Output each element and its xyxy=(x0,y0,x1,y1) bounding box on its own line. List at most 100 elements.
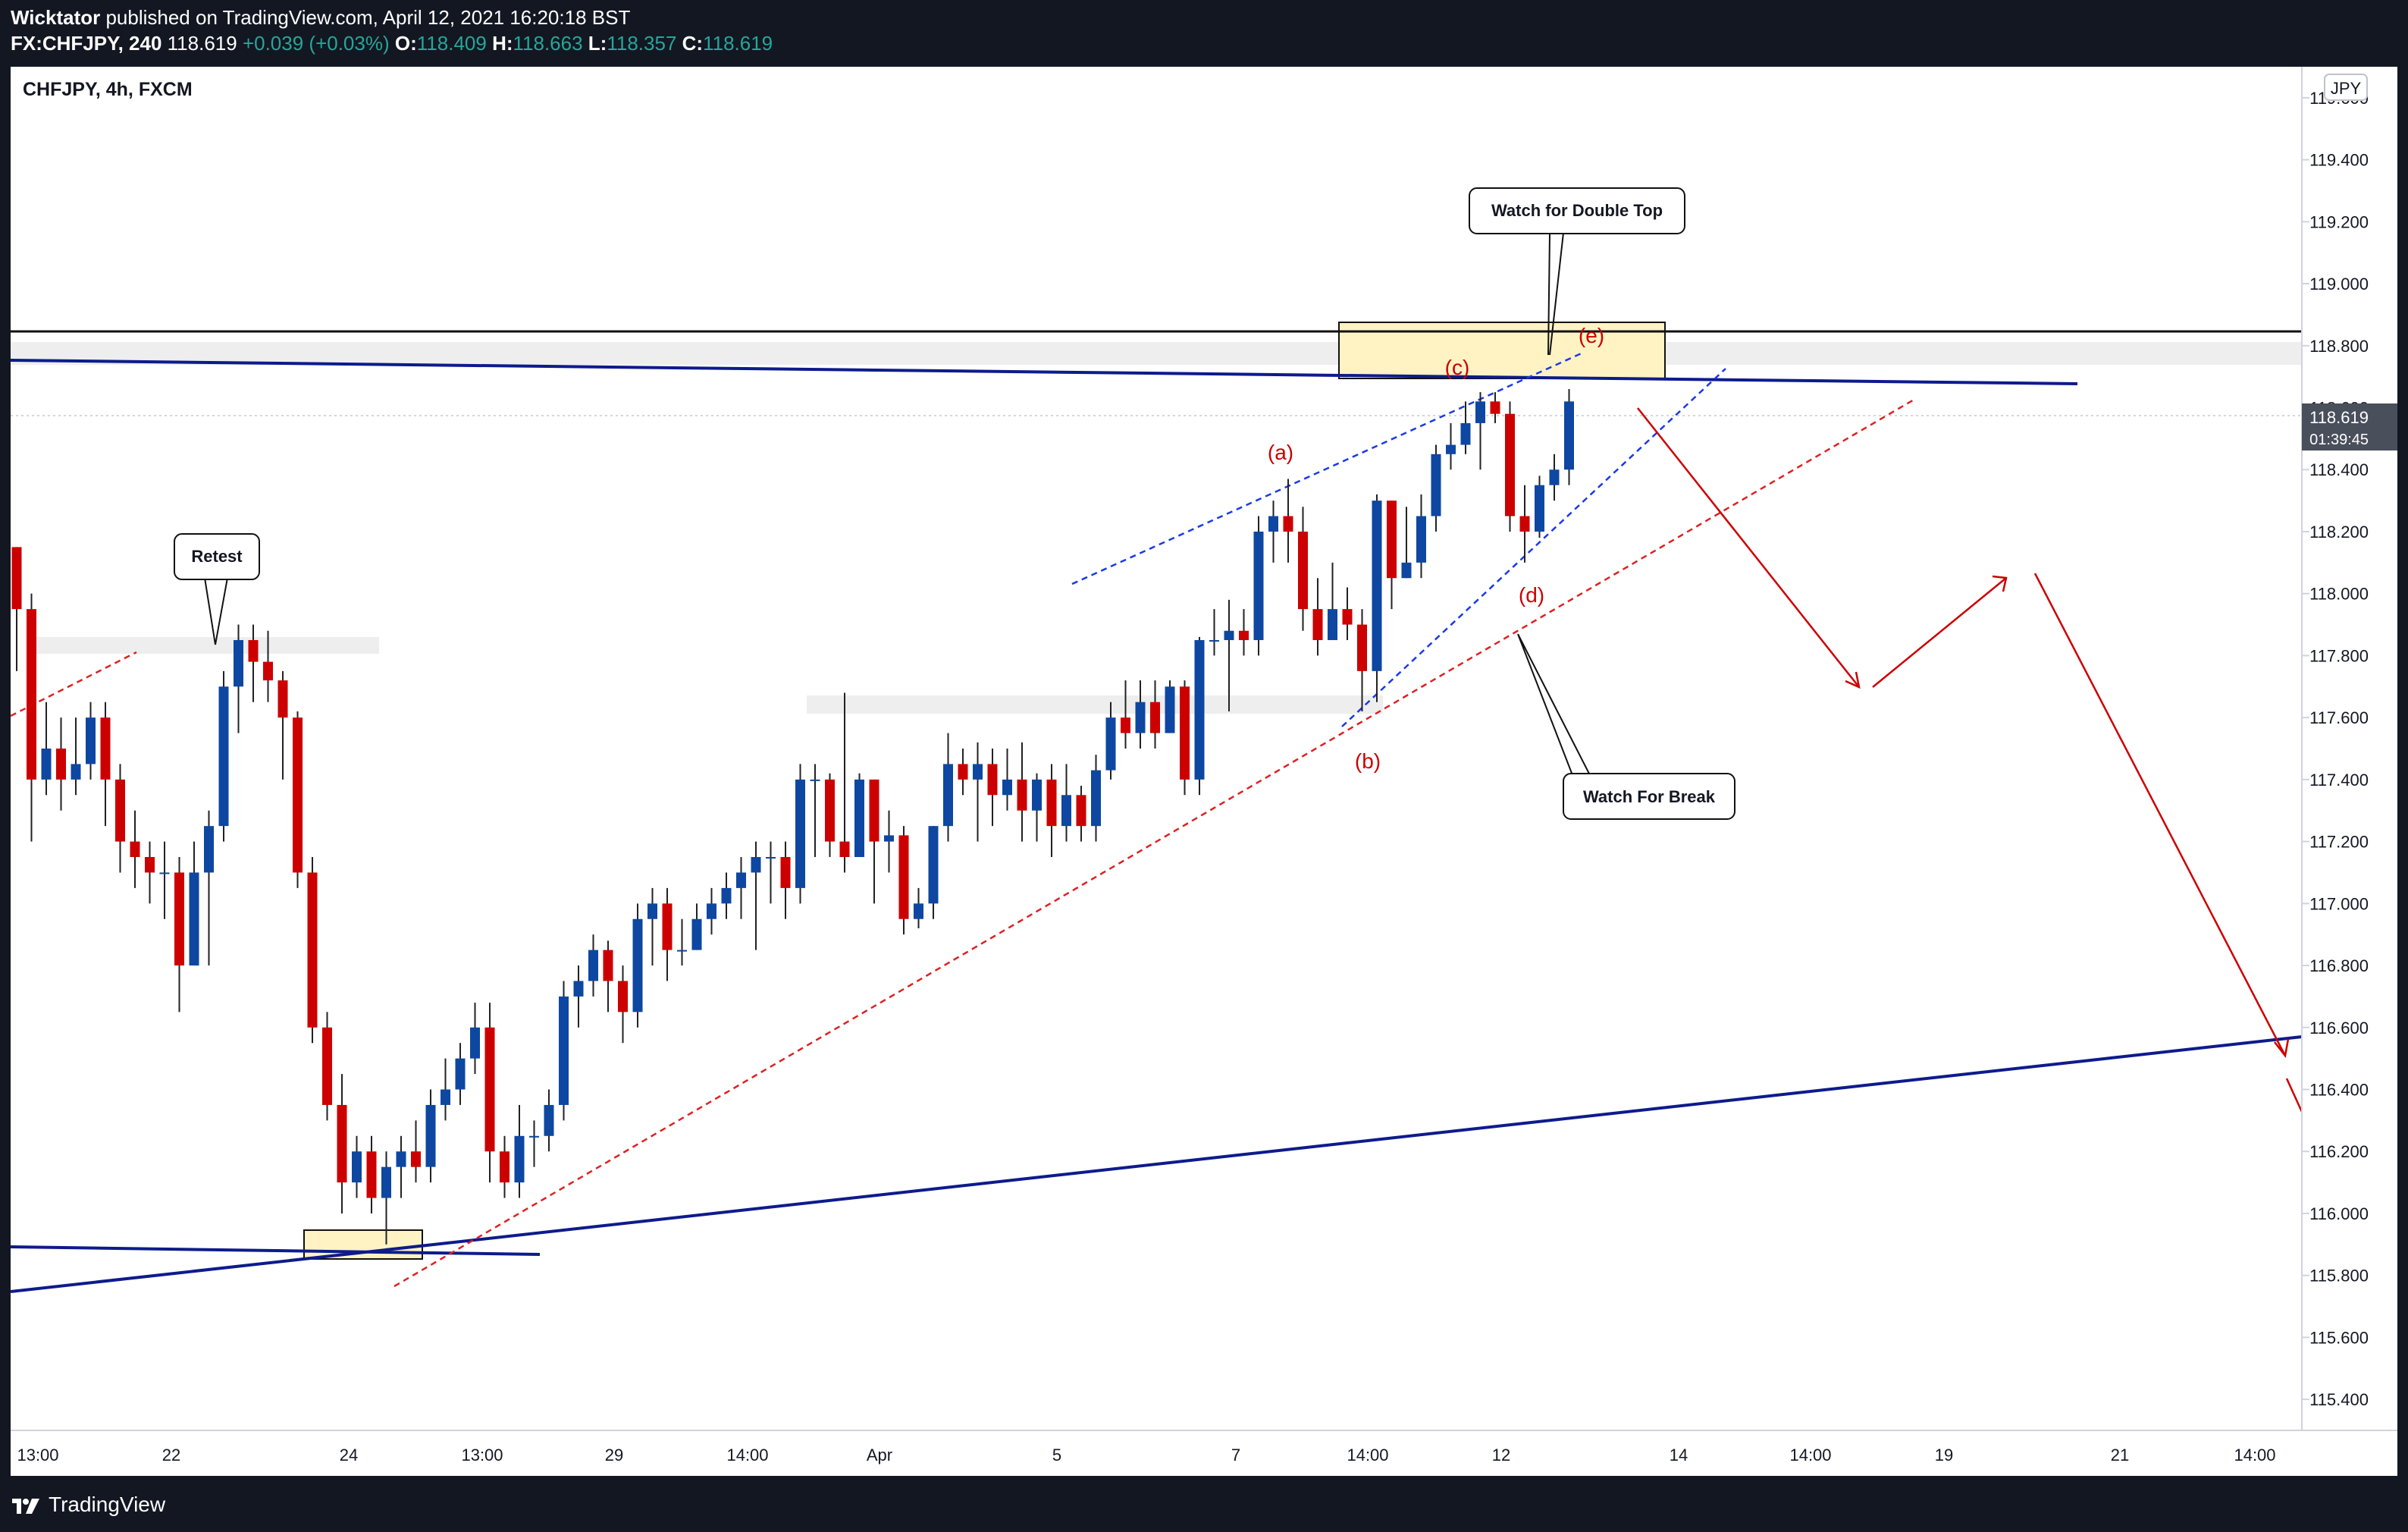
candle-body xyxy=(662,903,673,950)
candle xyxy=(928,826,939,919)
candle-body xyxy=(987,764,998,796)
candle-body xyxy=(1194,639,1205,780)
x-tick-label: 19 xyxy=(1935,1446,1953,1465)
candle-body xyxy=(484,1027,495,1152)
candle-body xyxy=(691,918,702,950)
candle-body xyxy=(307,872,318,1028)
candle-body xyxy=(277,680,288,718)
candle-body xyxy=(500,1151,510,1183)
brand-name[interactable]: TradingView xyxy=(49,1493,166,1516)
x-tick-label: 24 xyxy=(340,1446,358,1465)
candle xyxy=(1564,388,1574,485)
candle xyxy=(736,857,746,919)
candle-body xyxy=(1121,717,1130,733)
candle-body xyxy=(1017,779,1027,811)
wedge-lower-line[interactable] xyxy=(1341,368,1726,727)
candle-body xyxy=(1253,531,1264,640)
candle-body xyxy=(1061,795,1071,827)
candle-body xyxy=(1549,469,1560,485)
candle-body xyxy=(100,717,111,780)
candle xyxy=(559,981,569,1121)
candle xyxy=(277,670,288,780)
candle-body xyxy=(115,779,125,842)
candle xyxy=(470,1003,480,1075)
retest-pointer xyxy=(204,577,228,645)
change-value: +0.039 (+0.03%) xyxy=(242,32,390,55)
candle xyxy=(1342,587,1353,640)
bottom-box[interactable] xyxy=(303,1229,423,1260)
candle-body xyxy=(189,872,199,966)
break-callout[interactable] xyxy=(1563,773,1735,820)
candle-body xyxy=(1475,401,1485,423)
candle xyxy=(1519,485,1530,563)
projected-path[interactable] xyxy=(1637,407,2303,1113)
candle-body xyxy=(721,887,732,904)
candle-body xyxy=(854,779,864,858)
close-label: C: xyxy=(682,32,704,55)
wave-d-label: (d) xyxy=(1519,583,1544,607)
candle-body xyxy=(381,1166,391,1198)
candle-body xyxy=(1490,401,1500,414)
candle-body xyxy=(86,717,96,764)
candle xyxy=(869,779,879,904)
x-tick-label: 29 xyxy=(605,1446,623,1465)
candle xyxy=(234,624,243,733)
author-name[interactable]: Wicktator xyxy=(11,6,101,29)
candle-body xyxy=(839,841,850,858)
double-top-text: Watch for Double Top xyxy=(1491,201,1663,220)
x-tick-label: 7 xyxy=(1231,1446,1240,1465)
y-tick-label: 117.400 xyxy=(2309,771,2369,790)
candle xyxy=(810,764,820,858)
candle xyxy=(1239,609,1249,656)
y-tick-label: 116.400 xyxy=(2309,1081,2369,1100)
candle xyxy=(1091,755,1101,842)
y-tick-label: 117.200 xyxy=(2309,833,2369,852)
time-axis[interactable] xyxy=(11,1430,2397,1476)
candle xyxy=(1298,507,1308,631)
candle xyxy=(441,1058,450,1121)
candle-body xyxy=(174,872,184,966)
candle xyxy=(337,1074,347,1213)
candle-body xyxy=(441,1089,450,1105)
candle-body xyxy=(647,903,657,919)
upper-trendline[interactable] xyxy=(11,359,2078,385)
candle xyxy=(1253,516,1264,656)
candle xyxy=(1224,599,1234,711)
candle xyxy=(795,764,805,904)
x-tick-labels: 13:00 22 24 13:00 29 14:00 Apr 5 7 14:00 12 14 14:00… xyxy=(17,1446,2275,1465)
candle xyxy=(455,1043,466,1105)
currency-button[interactable] xyxy=(2324,74,2368,101)
candle-body xyxy=(928,826,939,904)
candle-body xyxy=(130,841,140,858)
wedge-upper-line[interactable] xyxy=(1071,350,1585,585)
x-tick-label: 13:00 xyxy=(461,1446,503,1465)
high-value: 118.663 xyxy=(513,32,583,55)
double-top-callout[interactable] xyxy=(1469,187,1685,234)
price-chart[interactable]: (a) (b) (c) (d) (e) Watch for Double Top… xyxy=(11,67,2397,1476)
candle xyxy=(189,841,199,966)
ohlc-legend: FX:CHFJPY, 240 118.619 +0.039 (+0.03%) O… xyxy=(11,32,773,55)
retest-callout[interactable] xyxy=(174,533,260,580)
candle-body xyxy=(366,1151,377,1198)
candle xyxy=(529,1120,539,1167)
candle-body xyxy=(1165,686,1175,733)
tradingview-logo-icon[interactable] xyxy=(11,1493,41,1518)
candle-body xyxy=(751,857,761,873)
candle-body xyxy=(736,872,746,888)
x-tick-label: 14:00 xyxy=(2234,1446,2275,1465)
red-channel-line[interactable] xyxy=(393,397,1916,1288)
candle-body xyxy=(1401,562,1412,579)
lower-trendline[interactable] xyxy=(11,1035,2303,1293)
low-label: L: xyxy=(588,32,607,55)
price-axis[interactable] xyxy=(2302,67,2397,1476)
candle-body xyxy=(573,981,584,997)
candle-body xyxy=(1032,779,1042,811)
candle xyxy=(484,1003,495,1183)
candle xyxy=(677,918,687,966)
candle xyxy=(1387,501,1397,610)
candle-body xyxy=(766,857,776,859)
symbol-label: FX:CHFJPY, 240 xyxy=(11,32,162,55)
candle xyxy=(56,717,66,811)
candle-body xyxy=(1180,686,1190,780)
candle-body xyxy=(825,779,835,842)
